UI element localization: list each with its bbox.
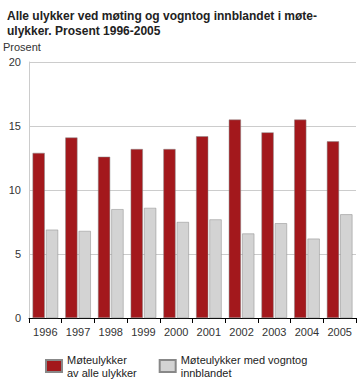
svg-text:Møteulykker med vogntog: Møteulykker med vogntog [181, 354, 308, 366]
svg-text:2005: 2005 [327, 326, 351, 338]
svg-text:15: 15 [9, 120, 21, 132]
svg-text:1997: 1997 [66, 326, 90, 338]
svg-text:1999: 1999 [131, 326, 155, 338]
svg-text:1998: 1998 [99, 326, 123, 338]
svg-text:Prosent: Prosent [3, 41, 41, 53]
svg-text:5: 5 [15, 248, 21, 260]
svg-text:10: 10 [9, 184, 21, 196]
svg-text:innblandet: innblandet [181, 367, 232, 379]
svg-text:Møteulykker: Møteulykker [67, 354, 127, 366]
svg-text:2000: 2000 [164, 326, 188, 338]
svg-text:1996: 1996 [33, 326, 57, 338]
svg-text:2002: 2002 [229, 326, 253, 338]
svg-text:2004: 2004 [295, 326, 319, 338]
svg-text:ulykker. Prosent 1996-2005: ulykker. Prosent 1996-2005 [7, 24, 161, 38]
svg-text:Alle ulykker ved møting og vog: Alle ulykker ved møting og vogntog innbl… [7, 9, 317, 23]
svg-text:2003: 2003 [262, 326, 286, 338]
svg-text:av alle ulykker: av alle ulykker [67, 367, 137, 379]
svg-text:0: 0 [15, 312, 21, 324]
svg-text:20: 20 [9, 56, 21, 68]
svg-text:2001: 2001 [197, 326, 221, 338]
